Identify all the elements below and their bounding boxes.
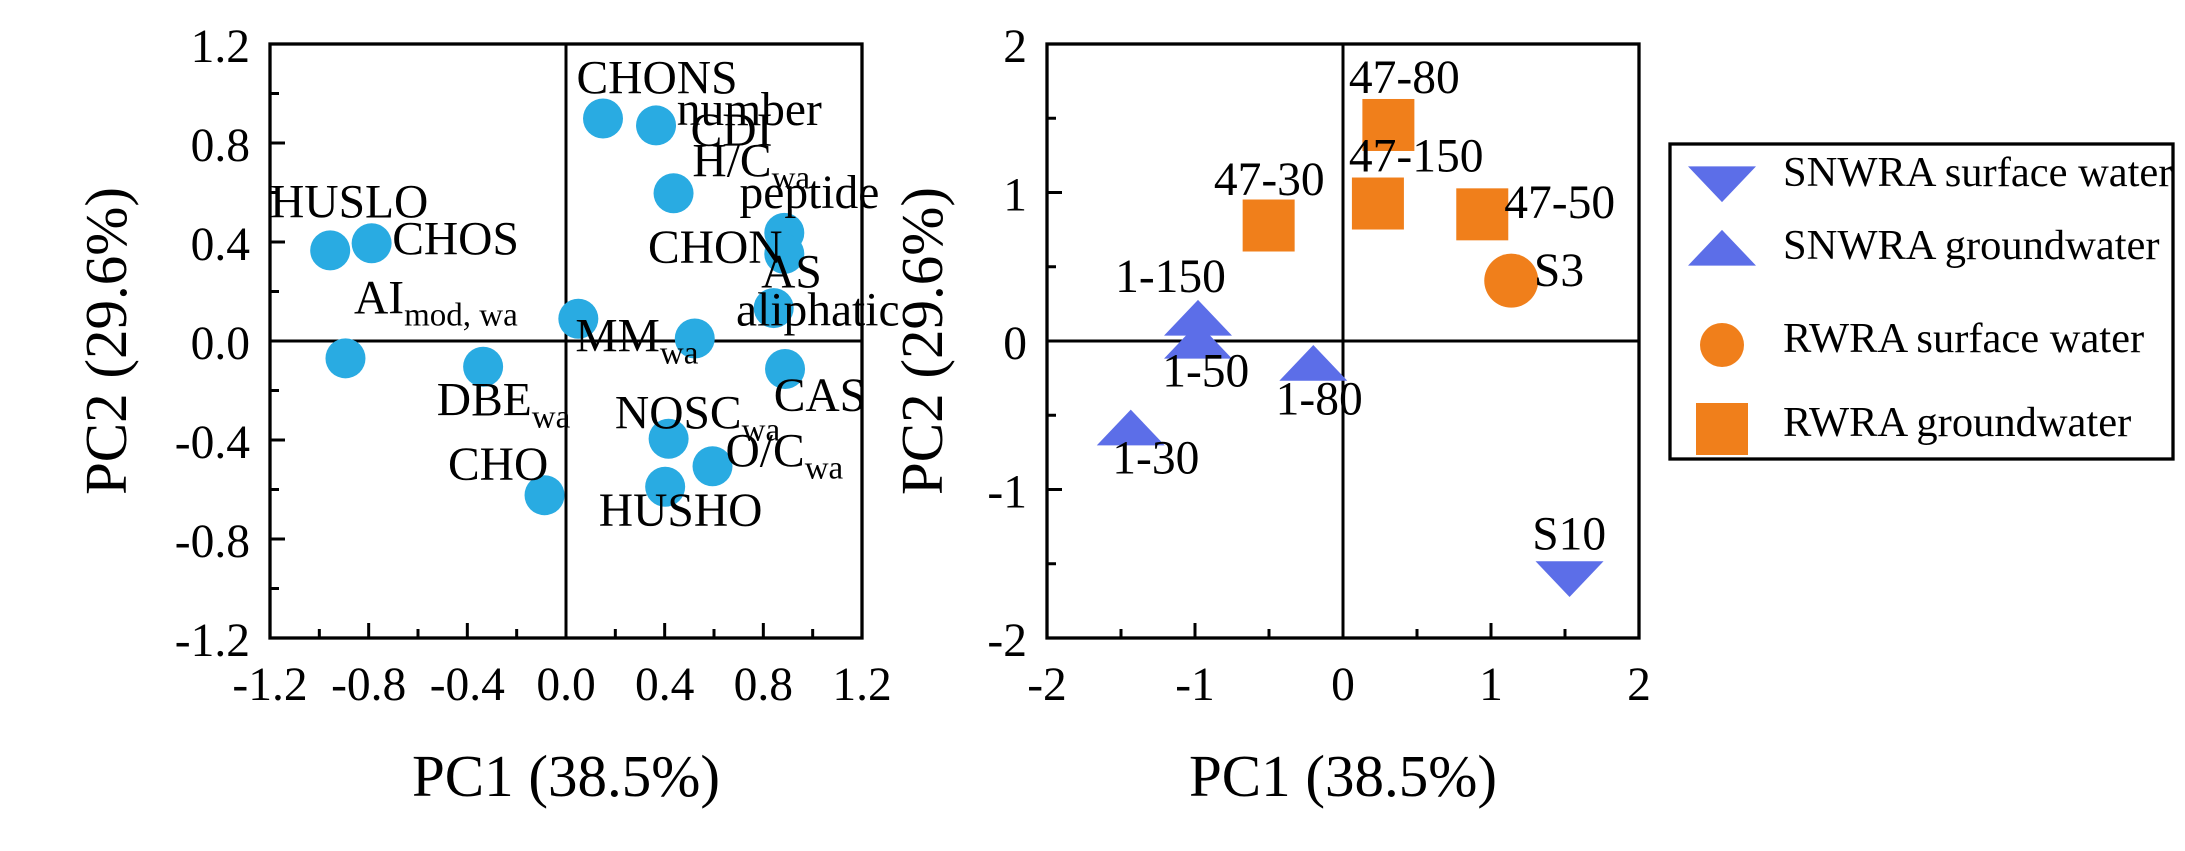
svg-text:-1: -1	[1175, 659, 1215, 711]
svg-text:-0.8: -0.8	[175, 516, 250, 568]
svg-text:CHOS: CHOS	[392, 214, 519, 266]
svg-text:0.4: 0.4	[635, 659, 695, 711]
svg-text:0: 0	[1003, 318, 1027, 370]
svg-text:0: 0	[1331, 659, 1355, 711]
svg-text:PC2 (29.6%): PC2 (29.6%)	[889, 187, 955, 495]
svg-text:CAS: CAS	[774, 370, 866, 422]
svg-text:0.0: 0.0	[536, 659, 595, 711]
svg-text:1.2: 1.2	[832, 659, 891, 711]
svg-text:SNWRA groundwater: SNWRA groundwater	[1783, 222, 2160, 269]
svg-text:CHO: CHO	[448, 439, 548, 491]
svg-text:1: 1	[1479, 659, 1503, 711]
svg-text:1-30: 1-30	[1112, 433, 1199, 485]
svg-text:PC1 (38.5%): PC1 (38.5%)	[1189, 743, 1497, 809]
svg-text:0.8: 0.8	[734, 659, 793, 711]
svg-text:1-150: 1-150	[1115, 251, 1226, 303]
svg-text:-0.8: -0.8	[331, 659, 406, 711]
svg-text:1: 1	[1003, 170, 1027, 222]
svg-text:-0.4: -0.4	[430, 659, 505, 711]
svg-text:SNWRA surface water: SNWRA surface water	[1783, 149, 2172, 196]
svg-text:HUSHO: HUSHO	[599, 485, 763, 537]
svg-text:2: 2	[1003, 21, 1027, 73]
svg-text:-0.4: -0.4	[175, 417, 250, 469]
svg-text:47-30: 47-30	[1214, 154, 1325, 206]
svg-text:-2: -2	[987, 615, 1027, 667]
svg-text:-2: -2	[1027, 659, 1067, 711]
svg-text:S10: S10	[1532, 509, 1606, 561]
svg-text:0.0: 0.0	[191, 318, 250, 370]
svg-text:-1: -1	[987, 467, 1027, 519]
svg-text:1-80: 1-80	[1276, 373, 1363, 425]
svg-text:0.8: 0.8	[191, 120, 250, 172]
svg-text:47-50: 47-50	[1504, 177, 1615, 229]
svg-text:-1.2: -1.2	[175, 615, 250, 667]
svg-text:RWRA surface water: RWRA surface water	[1783, 315, 2144, 362]
svg-text:1.2: 1.2	[191, 21, 250, 73]
svg-text:aliphatic: aliphatic	[736, 285, 900, 337]
svg-text:1-50: 1-50	[1162, 345, 1249, 397]
svg-text:47-80: 47-80	[1349, 52, 1460, 104]
svg-text:RWRA groundwater: RWRA groundwater	[1783, 399, 2131, 446]
svg-text:PC1 (38.5%): PC1 (38.5%)	[412, 743, 720, 809]
svg-text:47-150: 47-150	[1349, 130, 1484, 182]
svg-text:0.4: 0.4	[191, 219, 251, 271]
svg-text:PC2 (29.6%): PC2 (29.6%)	[73, 187, 139, 495]
svg-text:S3: S3	[1534, 245, 1584, 297]
svg-text:2: 2	[1627, 659, 1651, 711]
